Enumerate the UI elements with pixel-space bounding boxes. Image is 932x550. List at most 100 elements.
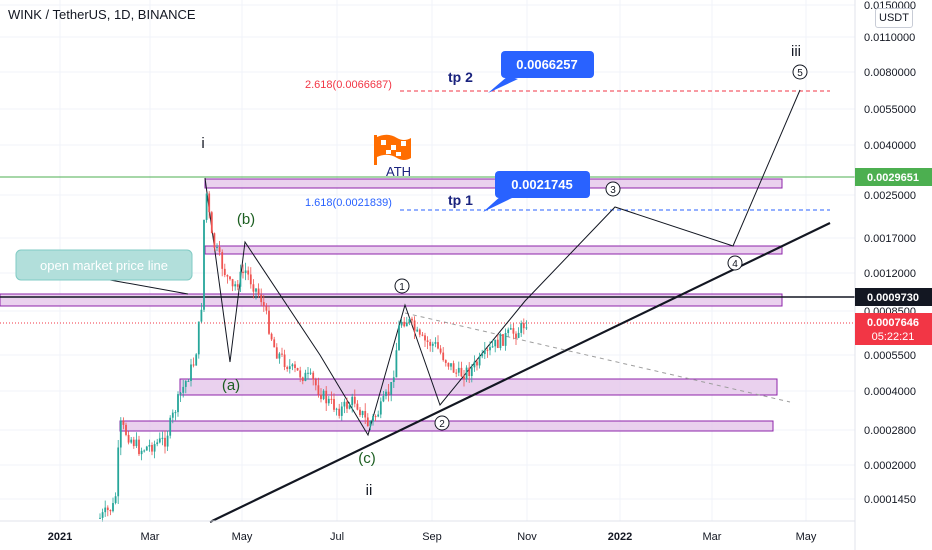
level-label-2618: 2.618(0.0066687)	[305, 79, 392, 91]
level-label-1618: 1.618(0.0021839)	[305, 197, 392, 209]
candle-body	[382, 395, 385, 402]
currency-button[interactable]: USDT	[875, 8, 913, 28]
candle-body	[405, 322, 408, 327]
candle-body	[431, 343, 434, 346]
dashed-trendline	[404, 312, 791, 403]
candle-body	[223, 268, 226, 276]
candle-body	[229, 276, 231, 280]
candle-body	[252, 284, 255, 292]
candle-body	[291, 364, 294, 367]
candle-body	[463, 376, 465, 380]
candle-body	[140, 450, 143, 455]
y-tick-label: 0.0110000	[864, 32, 915, 44]
price-axis[interactable]: 0.01500000.01100000.00800000.00550000.00…	[864, 0, 916, 506]
candle-body	[234, 284, 237, 287]
candle-body	[359, 409, 361, 416]
x-tick-label: 2022	[608, 531, 632, 543]
candle-body	[138, 439, 140, 455]
candle-body	[127, 434, 130, 443]
candle-body	[421, 334, 424, 336]
candle-body	[161, 437, 164, 439]
candle-body	[247, 270, 250, 275]
candle-body	[158, 438, 161, 443]
candle-body	[192, 364, 195, 366]
zone-support-a	[179, 378, 778, 396]
wave-circle-1: 1	[399, 282, 405, 293]
candle-body	[392, 377, 395, 383]
candle-body	[424, 335, 426, 341]
candle-body	[216, 247, 218, 249]
candle-body	[257, 288, 260, 295]
x-tick-label: May	[796, 531, 817, 543]
candle-body	[125, 424, 127, 435]
x-tick-label: Mar	[141, 531, 160, 543]
ath-label: ATH	[386, 164, 411, 179]
candle-body	[340, 406, 343, 416]
price-tag-market: 0.0009730	[855, 288, 932, 306]
wave-circle-3: 3	[610, 185, 616, 196]
x-tick-label: 2021	[48, 531, 72, 543]
candle-body	[374, 416, 377, 418]
candle-body	[483, 349, 486, 355]
zone-market	[0, 293, 783, 307]
candle-body	[262, 302, 265, 307]
candle-body	[379, 401, 382, 415]
candle-body	[473, 361, 476, 368]
callout-tp2: 0.0066257	[488, 51, 594, 93]
price-tag-ath-text: 0.0029651	[867, 172, 919, 184]
time-axis[interactable]: 2021 Mar May Jul Sep Nov 2022 Mar May	[48, 531, 817, 543]
candle-body	[499, 334, 502, 349]
candle-body	[200, 309, 203, 322]
candle-body	[187, 380, 190, 382]
candle-body	[403, 321, 406, 327]
market-note: open market price line	[15, 249, 193, 281]
candle-body	[395, 350, 398, 378]
candle-body	[522, 323, 525, 329]
price-tag-ath: 0.0029651	[855, 168, 932, 186]
price-tag-market-text: 0.0009730	[867, 292, 919, 304]
candle-body	[169, 417, 172, 436]
candle-body	[307, 372, 309, 374]
candle-body	[517, 332, 520, 338]
candle-body	[437, 342, 439, 349]
candle-body	[268, 310, 270, 334]
zone-mid	[204, 245, 783, 255]
candle-body	[520, 323, 523, 333]
x-tick-label: Jul	[330, 531, 344, 543]
wave-label-c: (c)	[358, 450, 376, 467]
candle-body	[320, 394, 322, 400]
candle-body	[218, 247, 221, 253]
candle-body	[470, 367, 473, 377]
candle-body	[104, 507, 107, 513]
candle-body	[502, 334, 504, 346]
candle-body	[377, 414, 380, 417]
wave-labels: i (b) (a) (c) ii iii	[201, 43, 801, 499]
candle-body	[348, 405, 351, 409]
x-tick-label: May	[232, 531, 253, 543]
candle-body	[434, 342, 437, 344]
candle-body	[294, 364, 296, 369]
candle-body	[153, 444, 156, 452]
callout-tp2-value: 0.0066257	[516, 57, 577, 72]
y-tick-label: 0.0025000	[864, 190, 916, 202]
candle-body	[296, 368, 299, 371]
candle-body	[486, 349, 489, 351]
callout-tp1: 0.0021745	[483, 171, 590, 212]
candle-body	[452, 363, 455, 373]
market-note-pointer	[109, 279, 189, 295]
wave-label-ii: ii	[366, 482, 373, 499]
candle-body	[174, 412, 177, 414]
candle-body	[143, 450, 146, 452]
y-tick-label: 0.0001450	[864, 494, 916, 506]
wave-label-i: i	[201, 135, 204, 152]
candle-body	[325, 390, 328, 404]
candle-body	[99, 517, 101, 519]
wave-label-a: (a)	[222, 377, 240, 394]
candle-body	[288, 366, 291, 369]
candle-body	[304, 372, 307, 382]
candle-body	[504, 333, 507, 346]
y-tick-label: 0.0017000	[864, 233, 916, 245]
candle-body	[426, 340, 429, 342]
y-tick-label: 0.0080000	[864, 67, 916, 79]
